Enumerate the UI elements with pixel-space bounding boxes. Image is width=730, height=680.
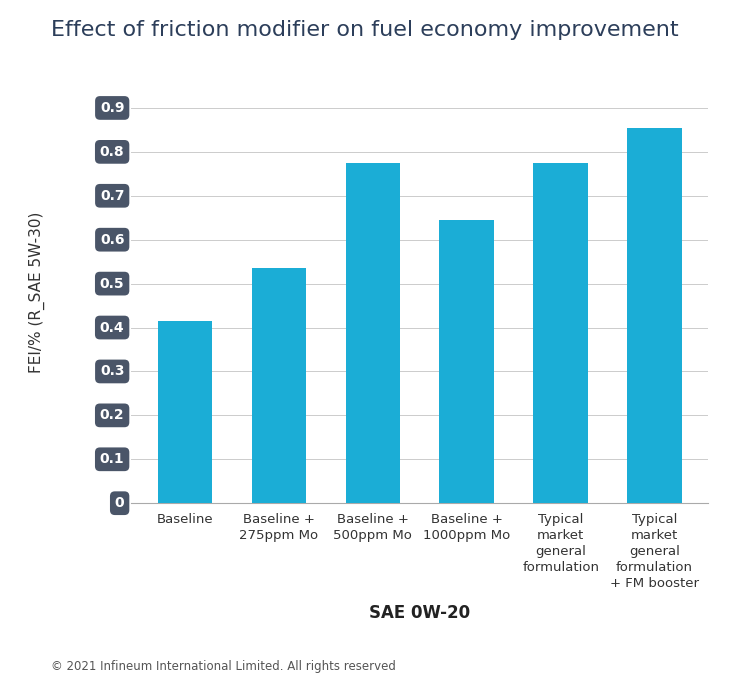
Bar — [534, 163, 588, 503]
Text: 0.8: 0.8 — [100, 145, 124, 159]
Bar — [158, 321, 212, 503]
Text: Effect of friction modifier on fuel economy improvement: Effect of friction modifier on fuel econ… — [51, 20, 679, 40]
Text: 0.4: 0.4 — [100, 320, 124, 335]
Text: 0.5: 0.5 — [100, 277, 124, 290]
Text: 0.6: 0.6 — [100, 233, 124, 247]
Bar — [345, 163, 400, 503]
Text: 0.1: 0.1 — [100, 452, 124, 466]
X-axis label: SAE 0W-20: SAE 0W-20 — [369, 604, 470, 622]
Text: © 2021 Infineum International Limited. All rights reserved: © 2021 Infineum International Limited. A… — [51, 660, 396, 673]
Bar — [627, 128, 682, 503]
Bar — [439, 220, 494, 503]
Text: 0.7: 0.7 — [100, 189, 124, 203]
Text: 0.9: 0.9 — [100, 101, 124, 115]
Text: 0: 0 — [115, 496, 124, 510]
Text: 0.2: 0.2 — [100, 409, 124, 422]
Text: 0.3: 0.3 — [100, 364, 124, 379]
Y-axis label: FEI/% (R_SAE 5W-30): FEI/% (R_SAE 5W-30) — [29, 211, 45, 373]
Bar — [252, 268, 306, 503]
